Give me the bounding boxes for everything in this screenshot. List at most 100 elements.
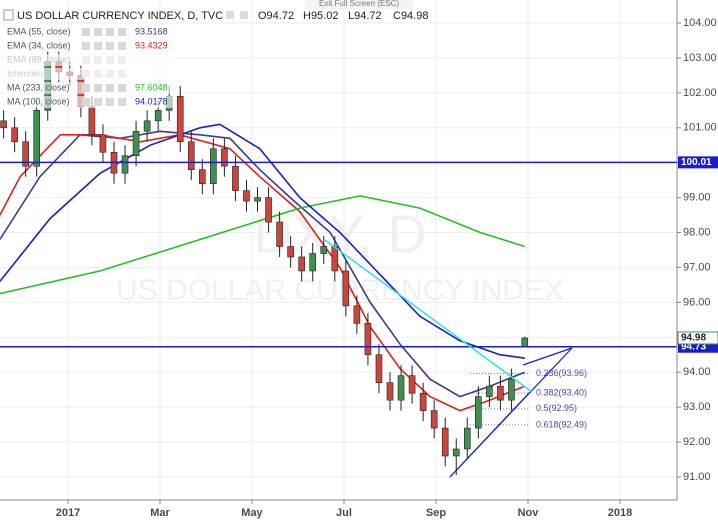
candle-body <box>475 396 482 429</box>
candle-body <box>441 427 449 457</box>
legend-value: 97.6048 <box>135 82 168 92</box>
legend-icon[interactable] <box>82 56 90 64</box>
legend-icon[interactable] <box>106 98 114 106</box>
legend-name: MA (233, close) <box>7 82 70 92</box>
last-price-tag <box>677 331 718 345</box>
legend-icon[interactable] <box>94 70 102 78</box>
legend-icon[interactable] <box>94 98 102 106</box>
candle-body <box>0 120 7 129</box>
collapse-icon[interactable] <box>3 9 14 21</box>
legend-icon[interactable] <box>118 84 126 92</box>
x-tick-label: Jul <box>336 507 352 519</box>
candle-body <box>408 375 416 394</box>
legend-name: EMA (89, close) <box>7 54 71 64</box>
legend-icon[interactable] <box>118 56 126 64</box>
x-tick-label: Mar <box>150 507 170 519</box>
trend-line <box>324 239 533 393</box>
candle-body <box>452 448 460 457</box>
legend-icon[interactable] <box>118 98 126 106</box>
trend-line <box>449 391 531 478</box>
legend-icon[interactable] <box>82 84 90 92</box>
moving-average-line <box>0 123 525 359</box>
legend-name: Ichimoku <box>7 68 43 78</box>
trend-line <box>522 347 573 366</box>
last-price-label: 94.98 <box>681 333 706 344</box>
y-tick-label: 102.00 <box>683 87 717 99</box>
candle-body <box>132 130 140 157</box>
candle-body <box>265 197 272 223</box>
symbol-title: US DOLLAR CURRENCY INDEX, D, TVC <box>17 10 223 22</box>
price-tag-label: 94.73 <box>681 341 706 352</box>
legend-icon[interactable] <box>106 70 114 78</box>
x-tick-label: Sep <box>426 507 446 519</box>
y-tick-label: 104.00 <box>683 17 717 29</box>
y-tick-label: 98.00 <box>683 226 711 238</box>
banner[interactable]: Exit Full Screen (ESC) <box>319 0 399 8</box>
legend-icon[interactable] <box>106 84 114 92</box>
header-icon[interactable] <box>240 11 248 19</box>
candle-body <box>11 127 18 143</box>
candle-body <box>397 375 405 401</box>
y-tick-label: 92.00 <box>683 436 711 448</box>
candle-body <box>232 165 239 191</box>
x-tick-label: May <box>241 507 263 519</box>
legend-icon[interactable] <box>106 28 114 36</box>
legend-icon[interactable] <box>118 70 126 78</box>
candle-body <box>463 427 471 450</box>
x-tick-label: Nov <box>518 507 540 519</box>
candle-body <box>199 169 206 184</box>
ohlc-value: C94.98 <box>393 10 428 22</box>
candle-body <box>430 410 438 429</box>
candle-body <box>386 382 394 401</box>
legend-icon[interactable] <box>82 42 90 50</box>
legend-value: 93.5168 <box>135 26 168 36</box>
header-icon[interactable] <box>226 11 234 19</box>
legend-name: EMA (55, close) <box>7 26 71 36</box>
moving-average-line <box>0 195 526 295</box>
y-tick-label: 96.00 <box>683 296 711 308</box>
legend-icon[interactable] <box>82 98 90 106</box>
candle-body <box>99 134 107 153</box>
candle-body <box>243 190 250 202</box>
y-tick-label: 91.00 <box>683 471 711 483</box>
y-tick-label: 93.00 <box>683 401 711 413</box>
candle-body <box>497 385 504 401</box>
legend-icon[interactable] <box>94 56 102 64</box>
candle-body <box>276 221 283 247</box>
legend-value: 94.0178 <box>135 96 168 106</box>
price-tag-label: 100.01 <box>681 157 712 168</box>
ohlc-value: H95.02 <box>303 10 338 22</box>
fib-label: 0.236(93.96) <box>536 368 587 378</box>
legend-icon[interactable] <box>82 70 90 78</box>
legend-icon[interactable] <box>106 42 114 50</box>
legend-icon[interactable] <box>106 56 114 64</box>
candle-body <box>221 148 228 167</box>
candle-body <box>143 120 151 132</box>
candle-body <box>254 197 261 202</box>
candle-body <box>419 392 427 411</box>
ohlc-value: L94.72 <box>348 10 382 22</box>
legend: O94.72 H95.02 L94.72 C94.98 EMA (55, close) 9… <box>4 10 428 108</box>
candle-body <box>88 106 96 136</box>
moving-average-line <box>0 133 526 412</box>
legend-icon[interactable] <box>118 42 126 50</box>
banner-bg[interactable] <box>305 0 413 9</box>
legend-icon[interactable] <box>94 42 102 50</box>
legend-icon[interactable] <box>118 28 126 36</box>
legend-icon[interactable] <box>94 28 102 36</box>
legend-name: EMA (34, close) <box>7 40 71 50</box>
candle-body <box>364 323 372 356</box>
legend-icon[interactable] <box>94 84 102 92</box>
legend-icon[interactable] <box>82 28 90 36</box>
y-tick-label: 101.00 <box>683 122 717 134</box>
candle-body <box>154 110 162 122</box>
candle-body <box>309 253 317 272</box>
y-tick-label: 103.00 <box>683 52 717 64</box>
candle-body <box>320 246 328 254</box>
candle-body <box>342 270 350 307</box>
candle-body <box>486 385 493 397</box>
watermark-sub: US DOLLAR CURRENCY INDEX <box>116 274 564 307</box>
x-tick-label: 2017 <box>56 507 80 519</box>
